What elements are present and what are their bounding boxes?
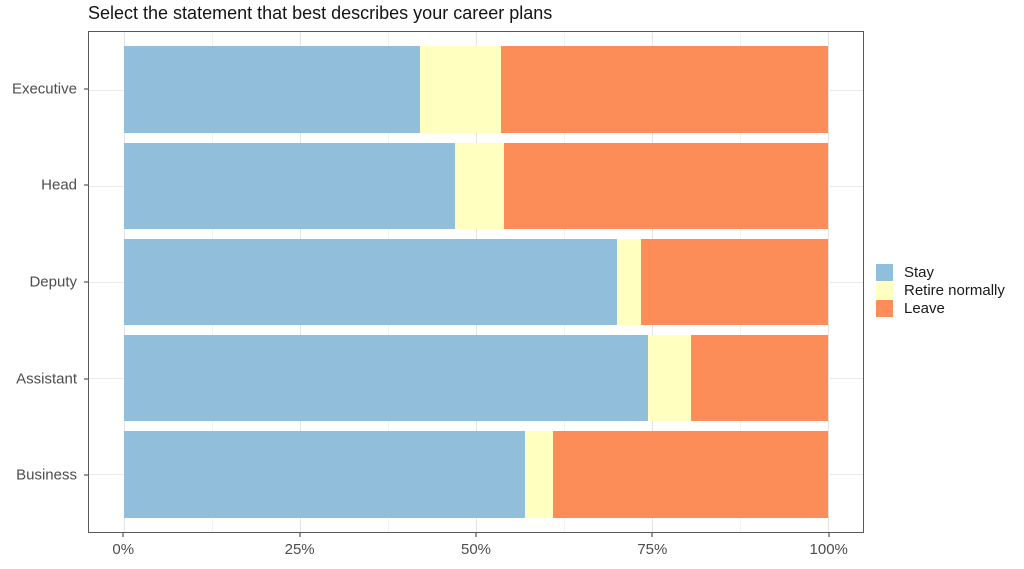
bar-segment-leave bbox=[500, 46, 828, 133]
y-axis-tick bbox=[84, 88, 88, 90]
legend-label: Retire normally bbox=[904, 281, 1005, 299]
x-axis: 0% 25% 50% 75% 100% bbox=[88, 533, 864, 567]
legend-item: Retire normally bbox=[876, 281, 1005, 299]
y-axis-tick bbox=[84, 184, 88, 186]
x-axis-tick-label: 25% bbox=[284, 541, 315, 558]
legend-item: Leave bbox=[876, 299, 1005, 317]
bar-segment-retire-normally bbox=[454, 142, 505, 230]
bar-segment-stay bbox=[124, 46, 420, 133]
x-axis-tick bbox=[122, 533, 124, 537]
y-axis-label: Executive bbox=[11, 80, 77, 98]
x-axis-tick-label: 50% bbox=[460, 541, 492, 558]
chart-title: Select the statement that best describes… bbox=[88, 3, 553, 23]
bar-segment-stay bbox=[124, 334, 649, 422]
bar-segment-stay bbox=[124, 142, 455, 230]
legend-item: Stay bbox=[876, 263, 1005, 281]
bar-segment-leave bbox=[690, 334, 828, 422]
bar-deputy bbox=[124, 238, 828, 326]
y-axis: Executive Head Deputy Assistant Business bbox=[0, 31, 88, 533]
bar-segment-leave bbox=[641, 238, 828, 326]
legend-swatch-leave bbox=[876, 299, 893, 317]
y-axis-tick bbox=[84, 281, 88, 283]
bar-segment-stay bbox=[124, 238, 617, 326]
y-axis-label: Assistant bbox=[16, 370, 77, 388]
y-axis-tick bbox=[84, 378, 88, 380]
legend-label: Stay bbox=[904, 263, 935, 281]
y-axis-label: Head bbox=[41, 176, 77, 194]
legend-label: Leave bbox=[904, 299, 945, 317]
bar-segment-leave bbox=[553, 431, 828, 518]
y-axis-label: Business bbox=[16, 466, 77, 484]
x-axis-tick bbox=[828, 533, 830, 537]
bar-executive bbox=[124, 46, 828, 133]
plot-panel bbox=[88, 31, 864, 533]
bar-business bbox=[124, 431, 828, 518]
bar-segment-retire-normally bbox=[616, 238, 642, 326]
legend-swatch-retire-normally bbox=[876, 281, 893, 299]
y-axis-tick bbox=[84, 474, 88, 476]
bar-segment-leave bbox=[504, 142, 828, 230]
legend-swatch-stay bbox=[876, 263, 893, 281]
x-axis-tick bbox=[299, 533, 301, 537]
x-axis-tick bbox=[475, 533, 477, 537]
legend: Stay Retire normally Leave bbox=[876, 263, 1005, 317]
x-axis-tick-label: 75% bbox=[637, 541, 668, 558]
bar-segment-retire-normally bbox=[419, 46, 501, 133]
x-axis-tick-label: 0% bbox=[112, 541, 135, 558]
bar-segment-stay bbox=[124, 431, 526, 518]
x-axis-tick-label: 100% bbox=[809, 541, 848, 558]
bar-assistant bbox=[124, 334, 828, 422]
bar-segment-retire-normally bbox=[525, 431, 554, 518]
y-axis-label: Deputy bbox=[29, 273, 77, 291]
bar-segment-retire-normally bbox=[648, 334, 691, 422]
x-axis-tick bbox=[651, 533, 653, 537]
bar-head bbox=[124, 142, 828, 230]
